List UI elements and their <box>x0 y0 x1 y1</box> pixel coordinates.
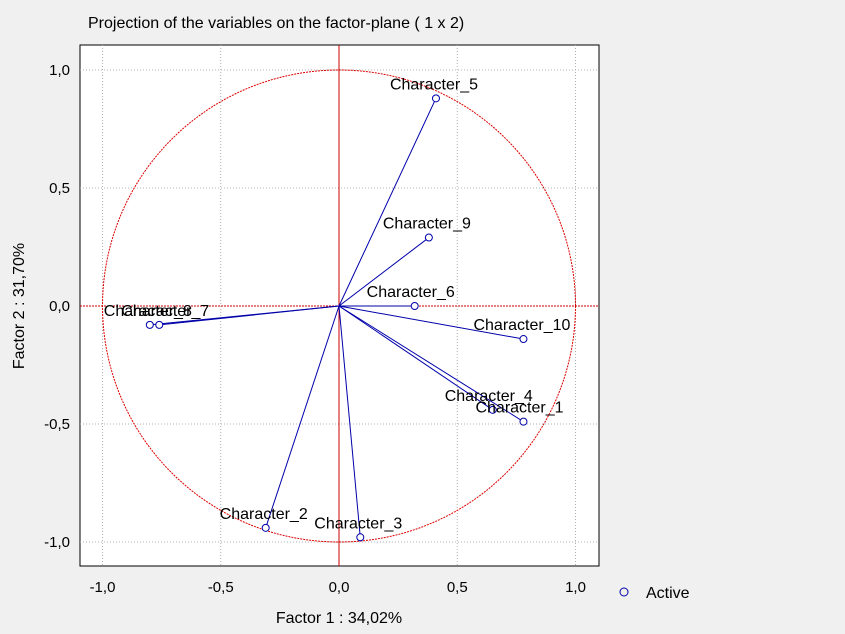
data-point <box>431 94 440 103</box>
point-label: Character_2 <box>220 506 308 523</box>
grid <box>80 45 599 566</box>
point-label: Character_1 <box>475 400 563 417</box>
data-point <box>155 320 164 329</box>
data-point <box>519 417 528 426</box>
legend-label-active: Active <box>646 585 690 602</box>
y-axis-label: Factor 2 : 31,70% <box>11 243 28 369</box>
x-tick-label: 0,5 <box>447 579 468 596</box>
data-point <box>356 533 365 542</box>
vector-line <box>265 305 340 528</box>
point-labels-layer: Character_1 Character_2 Character_3 Charact… <box>104 76 571 532</box>
x-tick-label: -1,0 <box>90 579 116 596</box>
vector-line <box>338 305 524 423</box>
y-tick-label: 0,0 <box>49 298 70 315</box>
legend: Active <box>619 585 690 602</box>
x-axis-label: Factor 1 : 34,02% <box>276 610 402 627</box>
point-label: Character_3 <box>314 515 402 532</box>
vector-line <box>338 98 437 307</box>
vector-line <box>338 305 361 538</box>
y-tick-label: -1,0 <box>44 534 70 551</box>
data-point <box>145 320 154 329</box>
point-label: Character_5 <box>390 76 478 93</box>
vector-line <box>149 305 340 326</box>
point-label: Character_6 <box>367 284 455 301</box>
point-label: Character_7 <box>121 303 209 320</box>
data-point <box>410 302 419 310</box>
y-tick-label: -0,5 <box>44 416 70 433</box>
y-tick-labels: 1,0 0,5 0,0 -0,5 -1,0 <box>44 62 70 551</box>
data-point <box>261 523 270 532</box>
point-label: Character_9 <box>383 216 471 233</box>
point-label: Character_4 <box>445 388 533 405</box>
x-tick-labels: -1,0 -0,5 0,0 0,5 1,0 <box>90 579 586 596</box>
x-tick-label: -0,5 <box>208 579 234 596</box>
x-tick-label: 0,0 <box>329 579 350 596</box>
data-point <box>424 233 433 242</box>
vector-line <box>338 237 430 307</box>
y-tick-label: 0,5 <box>49 180 70 197</box>
legend-marker <box>619 587 629 597</box>
x-tick-label: 1,0 <box>565 579 586 596</box>
vectors-layer <box>149 98 524 538</box>
vector-line <box>338 305 524 340</box>
y-tick-label: 1,0 <box>49 62 70 79</box>
points-layer <box>145 94 528 542</box>
point-label: Character_10 <box>473 317 570 334</box>
chart-title: Projection of the variables on the facto… <box>88 15 464 32</box>
point-label: Character_8 <box>104 303 192 320</box>
data-point <box>488 405 497 414</box>
vector-line <box>338 305 494 411</box>
data-point <box>519 335 528 344</box>
